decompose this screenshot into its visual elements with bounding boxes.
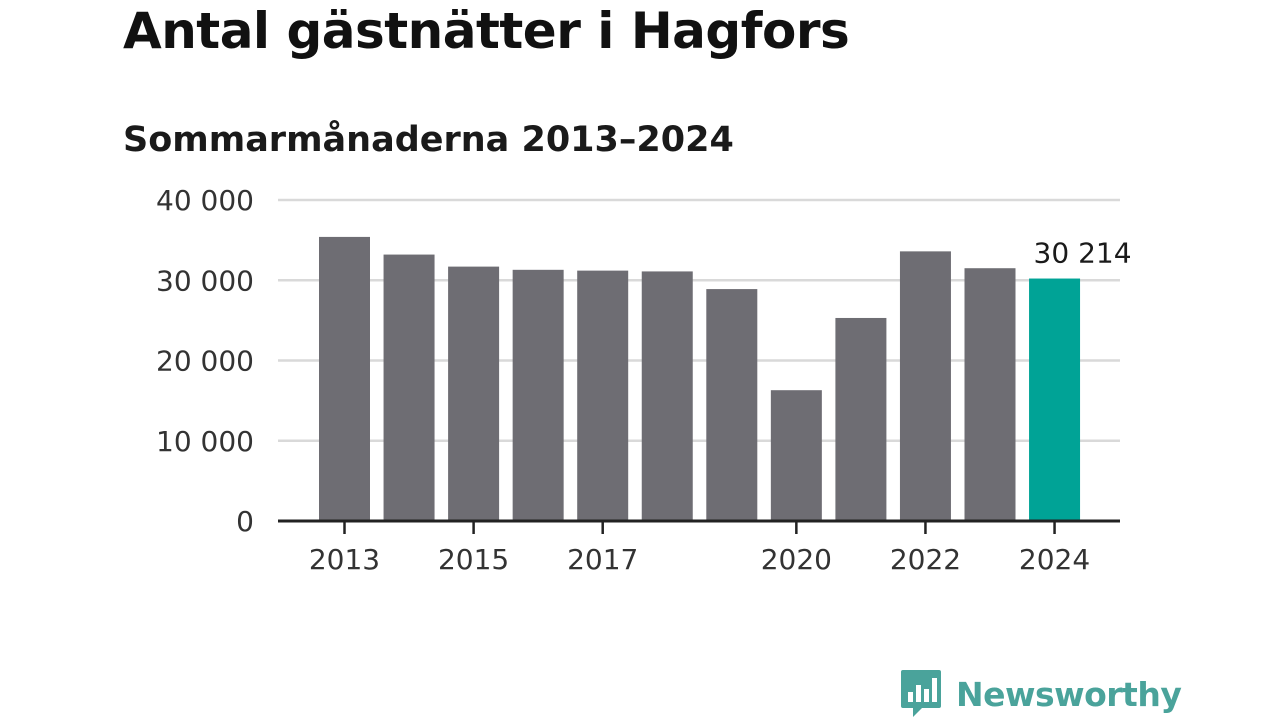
bar-2016 [512, 269, 564, 521]
bar-2019 [706, 289, 758, 521]
data-label: 30 214 [1034, 237, 1132, 270]
x-tick-label: 2020 [761, 543, 832, 576]
y-tick-label: 0 [236, 505, 254, 538]
data-labels: 30 214 [1034, 237, 1132, 270]
y-tick-label: 10 000 [156, 425, 254, 458]
x-tick-label: 2015 [438, 543, 509, 576]
bar-2013 [319, 236, 370, 522]
x-tick-label: 2024 [1019, 543, 1090, 576]
chart-subtitle: Sommarmånaderna 2013–2024 [123, 120, 734, 160]
bar-2020 [770, 390, 822, 521]
bar-2017 [577, 270, 629, 521]
y-tick-label: 40 000 [156, 184, 254, 217]
newsworthy-logo: Newsworthy [900, 668, 1182, 720]
bar-2022 [899, 251, 951, 522]
x-tick-label: 2017 [567, 543, 638, 576]
brand-name: Newsworthy [956, 674, 1182, 714]
bar-2018 [641, 271, 693, 521]
chart-title: Antal gästnätter i Hagfors [123, 2, 850, 60]
y-tick-label: 30 000 [156, 264, 254, 297]
x-axis-labels: 2013 2015 2017 2020 2022 2024 [309, 543, 1090, 576]
bar-2023 [964, 268, 1016, 521]
x-tick-label: 2022 [890, 543, 961, 576]
bar-2024 [1029, 278, 1081, 521]
bar-2014 [383, 254, 435, 521]
bar-chart-speech-bubble-icon [901, 670, 941, 717]
y-axis-labels: 0 10 000 20 000 30 000 40 000 [156, 184, 254, 538]
x-axis [278, 519, 1120, 534]
bars [319, 236, 1081, 522]
y-tick-label: 20 000 [156, 345, 254, 378]
x-tick-label: 2013 [309, 543, 380, 576]
bar-2021 [835, 317, 887, 521]
bar-2015 [448, 266, 500, 521]
